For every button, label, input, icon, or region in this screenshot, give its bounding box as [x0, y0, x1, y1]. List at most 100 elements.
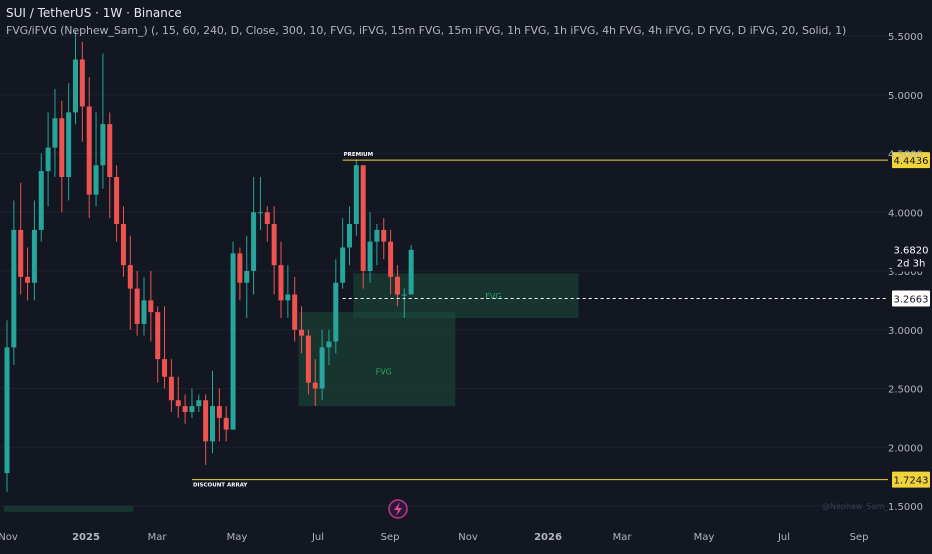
candle-body — [347, 224, 352, 248]
chart-title: SUI / TetherUS · 1W · Binance — [6, 6, 182, 20]
candle-body — [312, 382, 318, 389]
axes: 5.5000 5.0000 4.5000 4.0000 3.5000 3.0000 2.50… — [0, 32, 930, 543]
candle-body — [162, 359, 168, 377]
x-tick-label: 2025 — [72, 532, 100, 543]
x-tick-label: May — [227, 532, 248, 543]
candle-body — [305, 335, 311, 383]
candle-body — [223, 417, 229, 430]
fvg-zones: FVG FVG — [4, 273, 579, 512]
candle-body — [45, 147, 51, 172]
candle-body — [381, 229, 387, 242]
dashed-level-tag — [892, 290, 930, 307]
level-label: DISCOUNT ARRAY — [193, 483, 248, 489]
candle-body — [353, 165, 359, 224]
candle-body — [360, 165, 366, 271]
level-price-tag — [892, 471, 930, 488]
x-tick-label: Mar — [148, 532, 168, 543]
x-tick-label: Nov — [0, 532, 18, 543]
x-tick-label: May — [694, 532, 715, 543]
dashed-level-label: 3.2663 — [894, 294, 929, 305]
fvg-label: FVG — [376, 367, 392, 376]
lightning-icon — [388, 499, 408, 519]
current-price-label: 3.6820 — [894, 246, 929, 257]
candle-body — [182, 406, 188, 412]
candle-body — [127, 265, 133, 289]
candle-body — [394, 276, 400, 295]
y-tick-label: 3.5000 — [888, 267, 923, 278]
candle-body — [333, 282, 339, 342]
y-tick-label: 2.0000 — [888, 443, 923, 454]
y-tick-label: 4.5000 — [888, 150, 923, 161]
candle-body — [401, 294, 407, 296]
x-tick-label: Sep — [850, 532, 869, 543]
candle-body — [257, 212, 263, 214]
candle-body — [374, 229, 380, 242]
countdown-label: 2d 3h — [897, 259, 926, 270]
candle-body — [18, 229, 24, 277]
candle-body — [251, 212, 257, 271]
y-tick-label: 1.5000 — [888, 502, 923, 513]
candle-body — [93, 165, 99, 195]
candle-body — [388, 241, 394, 277]
candle-body — [155, 312, 161, 360]
candle-body — [326, 341, 332, 348]
candle-body — [216, 406, 222, 418]
candle-body — [230, 253, 236, 430]
candle-body — [299, 329, 305, 336]
level-price-label: 1.7243 — [894, 476, 929, 487]
candle-body — [210, 406, 215, 442]
candle-body — [367, 241, 373, 271]
levels: PREMIUM 4.4436 DISCOUNT ARRAY 1.7243 3.2663 — [191, 152, 930, 489]
candle-body — [237, 253, 243, 283]
candle-body — [31, 229, 37, 283]
candle-body — [52, 118, 58, 148]
level-price-label: 4.4436 — [894, 156, 929, 167]
fvg-label: FVG — [485, 292, 501, 301]
candle-body — [408, 249, 414, 295]
candle-body — [168, 376, 174, 401]
candle-body — [292, 294, 298, 330]
candle-body — [264, 212, 270, 224]
candle-body — [86, 106, 92, 195]
candle-body — [11, 229, 17, 348]
candle-body — [148, 300, 154, 313]
y-tick-label: 5.5000 — [888, 32, 923, 43]
candle-body — [134, 288, 140, 324]
candle-body — [66, 112, 72, 177]
level-price-tag — [892, 152, 930, 169]
level-label: PREMIUM — [344, 152, 373, 158]
current-price-box — [892, 240, 930, 272]
candle-body — [196, 400, 202, 407]
candle-body — [189, 406, 195, 412]
candle-body — [278, 265, 284, 301]
indicator-legend[interactable]: FVG/iFVG (Nephew_Sam_) (, 15, 60, 240, D… — [6, 24, 847, 37]
x-tick-label: Mar — [613, 532, 633, 543]
candle-body — [120, 224, 126, 266]
candle-body — [4, 347, 10, 474]
watermark: @Nephew_Sam_ — [822, 502, 889, 511]
candle-body — [141, 300, 147, 324]
candle-body — [114, 177, 120, 224]
candle-body — [38, 171, 44, 230]
candle-body — [203, 400, 209, 442]
x-tick-label: Nov — [458, 532, 478, 543]
candle-body — [271, 224, 277, 266]
y-tick-label: 4.0000 — [888, 208, 923, 219]
candle-body — [79, 59, 85, 107]
candles — [4, 30, 414, 492]
candle-body — [25, 276, 31, 283]
candle-body — [59, 118, 65, 177]
candle-body — [244, 271, 250, 283]
candle-body — [340, 247, 346, 283]
candle-body — [285, 294, 291, 301]
y-tick-label: 5.0000 — [888, 91, 923, 102]
grid — [0, 35, 888, 507]
y-tick-label: 2.5000 — [888, 385, 923, 396]
x-tick-label: 2026 — [534, 532, 562, 543]
lightning-icon-bolt — [394, 502, 402, 516]
candle-body — [107, 124, 113, 177]
fvg-zone — [353, 273, 579, 318]
candle-body — [175, 400, 181, 407]
